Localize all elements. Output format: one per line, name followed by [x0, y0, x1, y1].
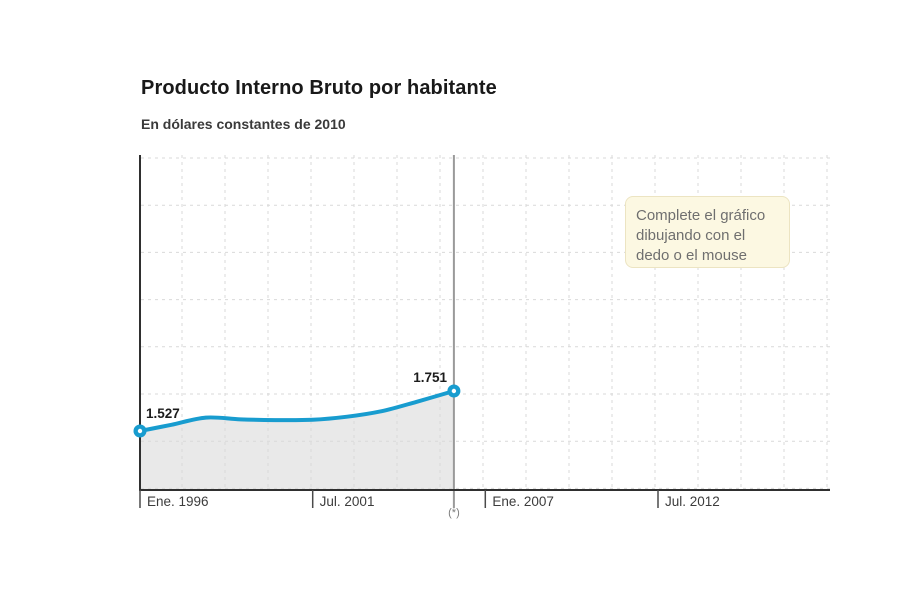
x-tick-label-ene-1996: Ene. 1996 — [147, 494, 209, 509]
gridlines — [141, 155, 830, 489]
end-value-label: 1.751 — [413, 370, 447, 385]
footnote-marker: (*) — [448, 507, 460, 519]
end-point-marker — [447, 384, 461, 398]
x-tick-label-ene-2007: Ene. 2007 — [492, 494, 554, 509]
x-axis-ticks — [139, 490, 659, 508]
x-tick-label-jul-2001: Jul. 2001 — [319, 494, 375, 509]
draw-hint-text: Complete el gráfico dibujando con el ded… — [636, 207, 766, 264]
chart-subtitle: En dólares constantes de 2010 — [141, 116, 346, 132]
x-tick-label-jul-2012: Jul. 2012 — [665, 494, 720, 509]
draw-hint-tooltip: Complete el gráfico dibujando con el ded… — [625, 196, 790, 268]
chart-title: Producto Interno Bruto por habitante — [141, 77, 497, 99]
start-value-label: 1.527 — [146, 406, 180, 421]
known-area-fill — [140, 391, 454, 490]
start-point-marker — [133, 424, 147, 438]
gdp-line — [138, 389, 456, 433]
